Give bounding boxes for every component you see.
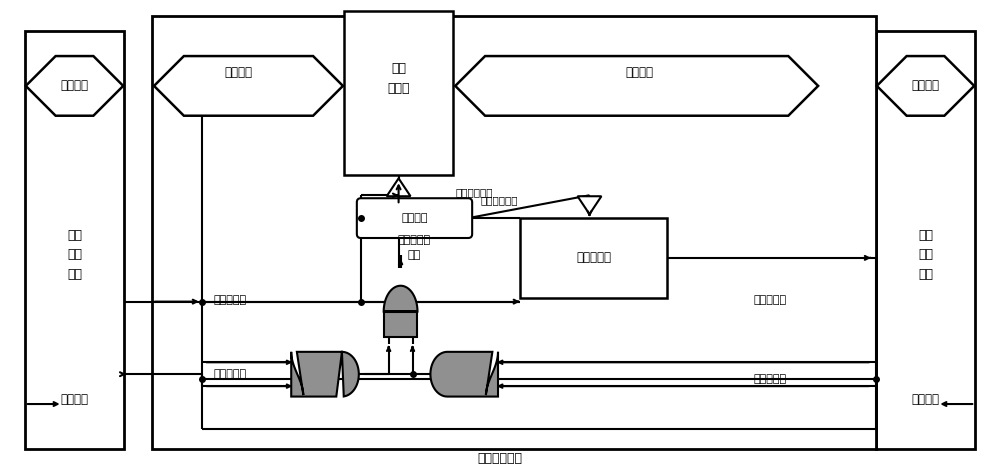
Text: 接收端响应: 接收端响应 (754, 374, 787, 384)
Text: 数据: 数据 (391, 62, 406, 76)
Text: 接收数据: 接收数据 (912, 79, 940, 92)
Text: 接收: 接收 (918, 248, 933, 261)
Bar (344, 11, 453, 175)
Text: 发送: 发送 (67, 248, 82, 261)
Polygon shape (578, 196, 601, 214)
Text: 数据锁存使能: 数据锁存使能 (455, 187, 493, 197)
Polygon shape (291, 352, 359, 397)
Bar (25, 31, 124, 449)
Polygon shape (387, 178, 411, 196)
Text: 接收与解码: 接收与解码 (398, 235, 431, 245)
Bar (152, 16, 876, 449)
Text: 有效信号: 有效信号 (60, 393, 88, 406)
Text: 发送数据: 发送数据 (60, 79, 88, 92)
Text: 请求锁存使能: 请求锁存使能 (480, 195, 518, 205)
Text: 延时电路: 延时电路 (401, 213, 428, 223)
Text: 数据: 数据 (67, 228, 82, 241)
Bar (520, 218, 667, 298)
Text: 数据: 数据 (918, 228, 933, 241)
Text: 接收端请求: 接收端请求 (754, 295, 787, 305)
Polygon shape (877, 56, 974, 116)
Text: 异步传输模块: 异步传输模块 (478, 452, 522, 465)
Polygon shape (430, 352, 498, 397)
FancyBboxPatch shape (357, 198, 472, 238)
Text: 锁存数据: 锁存数据 (625, 67, 653, 79)
Text: 寄存数据: 寄存数据 (225, 67, 253, 79)
Bar (384, 312, 417, 337)
Text: 有效信号: 有效信号 (912, 393, 940, 406)
Polygon shape (154, 56, 343, 116)
Polygon shape (384, 286, 417, 312)
Text: 锁存器: 锁存器 (387, 82, 410, 95)
Text: 发送端请求: 发送端请求 (213, 295, 246, 305)
Text: 请求锁存器: 请求锁存器 (576, 251, 611, 264)
Text: 模块: 模块 (918, 268, 933, 281)
Text: 发送端响应: 发送端响应 (213, 369, 246, 379)
Polygon shape (455, 56, 818, 116)
Polygon shape (26, 56, 123, 116)
Text: 模块: 模块 (67, 268, 82, 281)
Text: 模块: 模块 (408, 250, 421, 260)
Bar (876, 31, 975, 449)
